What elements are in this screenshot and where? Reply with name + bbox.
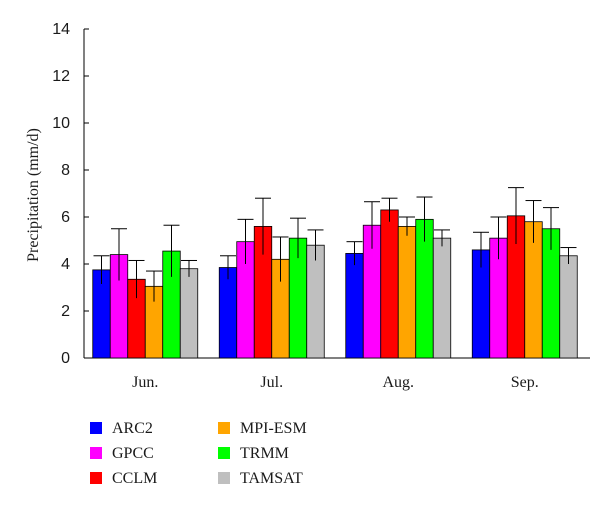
y-tick-label: 10 [52,115,70,132]
bar-arc2-1 [218,267,238,359]
legend-swatch-mpi-esm [218,422,230,434]
y-tick-label: 8 [61,162,70,179]
bar-cclm-2 [380,209,399,359]
bars [92,209,578,359]
legend-swatch-cclm [90,472,102,484]
error-bars [93,187,577,302]
legend-swatch-arc2 [90,422,102,434]
x-axis-labels: Jun. Jul. Aug. Sep. [132,374,539,391]
y-tick-label: 14 [52,21,70,38]
y-tick-label: 0 [61,350,70,367]
legend-label-mpi-esm: MPI-ESM [240,420,307,437]
x-tick-label: Sep. [511,374,539,391]
legend-swatch-gpcc [90,447,102,459]
legend: ARC2 GPCC CCLM MPI-ESM TRMM TAMSAT [90,420,307,487]
y-axis-labels: 0 2 4 6 8 10 12 14 [52,21,70,367]
bar-tamsat-2 [432,237,452,359]
legend-label-trmm: TRMM [240,445,289,462]
y-tick-label: 12 [52,68,70,85]
x-tick-label: Jun. [132,374,158,391]
x-tick-label: Aug. [382,374,414,391]
bar-tamsat-3 [559,255,578,359]
bar-arc2-2 [345,253,364,359]
bar-mpi-esm-2 [397,225,417,359]
y-tick-label: 4 [61,256,70,273]
legend-swatch-trmm [218,447,230,459]
y-axis-title: Precipitation (mm/d) [25,128,42,262]
legend-label-gpcc: GPCC [112,445,154,462]
bar-tamsat-1 [306,244,325,359]
x-tick-label: Jul. [260,374,283,391]
y-tick-label: 2 [61,303,70,320]
y-tick-label: 6 [61,209,70,226]
legend-swatch-tamsat [218,472,230,484]
legend-label-arc2: ARC2 [112,420,153,437]
bar-tamsat-0 [179,268,199,359]
legend-label-cclm: CCLM [112,470,157,487]
legend-label-tamsat: TAMSAT [240,470,303,487]
